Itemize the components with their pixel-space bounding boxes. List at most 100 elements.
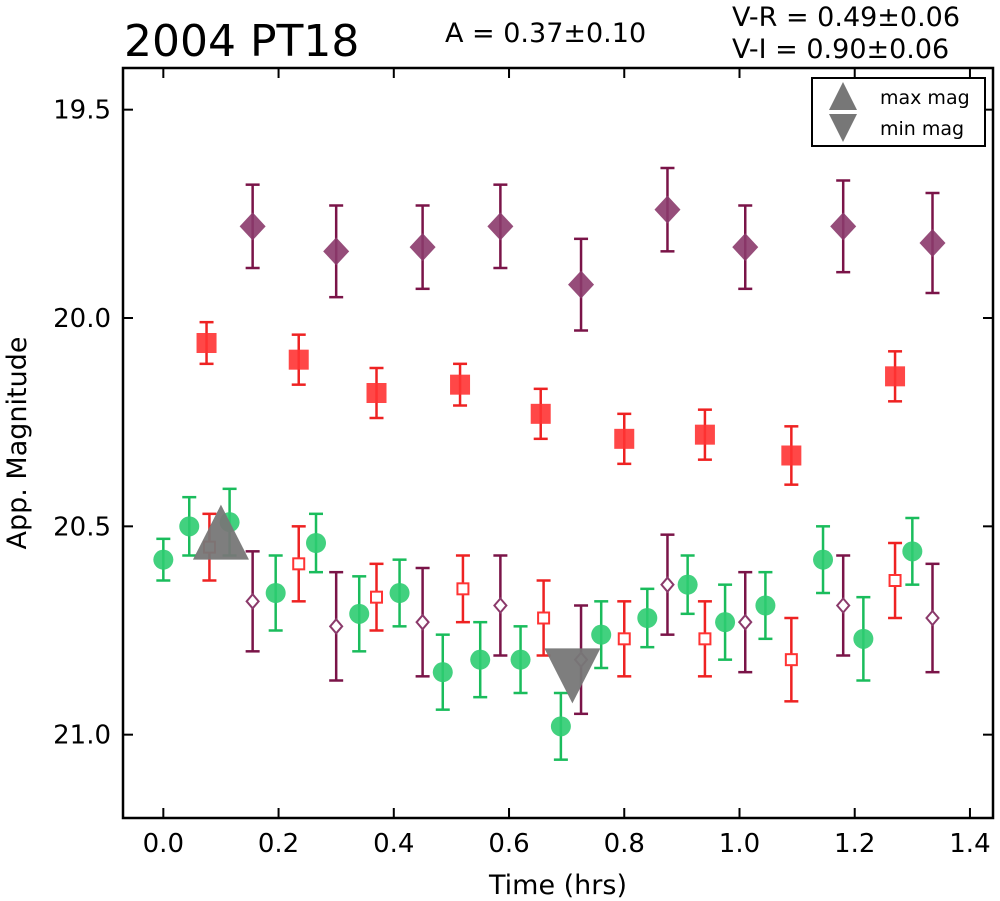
data-point [677,554,698,616]
point-marker-circle [677,574,698,595]
legend-min-mag-label: min mag [880,118,964,140]
point-marker-open-diamond [925,609,940,627]
legend-min-mag-marker [829,114,857,142]
data-point [732,204,759,291]
point-marker-diamond [323,237,350,266]
data-point [389,558,410,628]
data-point [830,179,857,274]
point-marker-circle [637,608,658,628]
x-tick-label: 0.6 [488,829,529,859]
point-marker-circle [853,628,874,649]
data-point [487,183,514,270]
point-marker-square [450,374,471,395]
data-point [366,366,387,420]
point-marker-diamond [239,212,266,241]
x-tick-label: 1.2 [834,829,875,859]
point-marker-open-square [698,632,712,646]
point-marker-circle [902,541,923,562]
point-marker-circle [265,583,286,603]
point-marker-diamond [487,212,514,241]
point-marker-open-diamond [328,617,344,635]
axis-ticks: 0.0 0.2 0.4 0.6 0.8 1.0 1.2 1.4 19.5 20.0 20.5 21.0 [53,68,993,859]
x-tick-label: 1.0 [719,829,760,859]
point-marker-open-square [292,557,306,571]
point-marker-circle [349,603,370,624]
data-point [654,166,681,253]
chart-title: 2004 PT18 [124,16,359,67]
point-marker-circle [153,549,174,570]
point-marker-square [288,349,309,370]
point-marker-square [530,403,551,424]
x-tick-label: 1.4 [949,829,990,859]
point-marker-diamond [732,233,759,262]
point-marker-circle [306,533,327,553]
data-point [617,600,632,678]
point-marker-square [885,366,906,387]
data-point [919,191,946,295]
data-point [614,412,635,466]
data-point [239,183,266,270]
data-point [781,425,802,486]
point-marker-circle [813,549,834,570]
data-point [510,625,531,695]
data-point [455,554,470,624]
data-point [813,525,834,595]
data-point [550,691,571,761]
x-tick-label: 0.0 [143,829,184,859]
data-point [493,554,508,657]
data-point [925,562,940,674]
data-point [349,575,370,653]
y-tick-label: 20.0 [53,304,111,334]
plot-frame [121,66,995,820]
point-marker-open-diamond [660,576,675,594]
data-point [179,495,200,557]
point-marker-square [196,333,217,353]
data-point [660,533,675,636]
data-point [694,408,715,461]
data-point [323,204,350,299]
point-marker-diamond [654,195,681,224]
data-point [902,516,923,586]
data-point [328,570,344,682]
legend-max-mag-marker [829,82,857,110]
point-marker-circle [470,649,491,670]
y-tick-label: 20.5 [53,512,111,542]
y-tick-label: 19.5 [53,96,111,126]
point-marker-circle [179,516,200,537]
data-marks [153,166,946,761]
min-mag-marker [544,648,601,704]
data-point [470,620,491,699]
point-marker-open-square [370,590,384,604]
data-point [409,204,436,291]
data-point [715,583,736,661]
data-point [637,587,658,649]
y-axis-label: App. Magnitude [2,337,33,550]
max-mag-marker [192,504,249,560]
point-marker-square [614,428,635,449]
point-marker-circle [550,716,571,737]
point-marker-open-diamond [835,596,851,615]
data-point [369,562,384,632]
data-point [853,595,874,682]
point-marker-square [781,445,802,466]
data-point [153,537,174,582]
data-point [568,237,595,332]
data-point [288,333,309,386]
x-axis-label: Time (hrs) [488,870,627,901]
data-point [885,350,906,403]
legend-max-mag-label: max mag [880,87,970,109]
data-point [415,566,430,678]
data-point [737,570,753,674]
point-marker-square [694,424,715,445]
data-point [450,362,471,407]
data-point [432,633,453,711]
data-point [530,387,551,441]
data-point [245,550,260,653]
point-marker-diamond [919,229,946,257]
point-marker-diamond [568,270,595,299]
point-marker-open-square [888,574,902,587]
point-marker-open-diamond [245,592,260,610]
point-marker-circle [591,624,612,645]
point-marker-open-diamond [493,596,508,615]
